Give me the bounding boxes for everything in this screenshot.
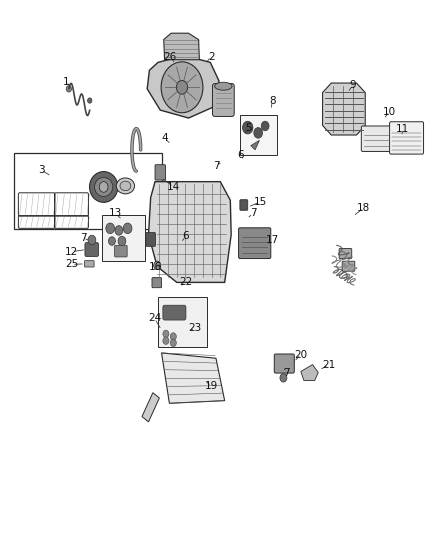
FancyBboxPatch shape bbox=[342, 261, 355, 271]
Text: 22: 22 bbox=[179, 277, 193, 287]
FancyBboxPatch shape bbox=[240, 200, 248, 211]
FancyBboxPatch shape bbox=[85, 243, 99, 256]
Circle shape bbox=[123, 223, 132, 233]
Polygon shape bbox=[251, 140, 259, 150]
Polygon shape bbox=[148, 182, 231, 282]
Text: 8: 8 bbox=[269, 96, 276, 106]
Circle shape bbox=[88, 235, 96, 245]
Text: 9: 9 bbox=[350, 80, 357, 90]
Text: 7: 7 bbox=[80, 233, 87, 243]
FancyBboxPatch shape bbox=[115, 245, 127, 257]
Text: 1: 1 bbox=[63, 77, 69, 87]
FancyBboxPatch shape bbox=[240, 115, 277, 155]
Text: 16: 16 bbox=[149, 262, 162, 271]
Ellipse shape bbox=[120, 181, 131, 191]
Ellipse shape bbox=[89, 172, 118, 203]
FancyBboxPatch shape bbox=[274, 354, 294, 373]
FancyBboxPatch shape bbox=[146, 232, 155, 246]
Text: 17: 17 bbox=[265, 235, 279, 245]
FancyBboxPatch shape bbox=[239, 228, 271, 259]
Text: 10: 10 bbox=[383, 107, 396, 117]
Text: 4: 4 bbox=[161, 133, 168, 143]
Polygon shape bbox=[147, 55, 219, 118]
Text: 3: 3 bbox=[38, 165, 45, 175]
Text: 5: 5 bbox=[245, 123, 252, 133]
Text: 21: 21 bbox=[322, 360, 336, 370]
Polygon shape bbox=[301, 365, 318, 381]
Text: 7: 7 bbox=[250, 208, 256, 219]
Circle shape bbox=[280, 374, 287, 382]
Circle shape bbox=[161, 62, 203, 113]
Polygon shape bbox=[322, 83, 365, 135]
Polygon shape bbox=[164, 33, 199, 60]
FancyBboxPatch shape bbox=[102, 215, 145, 261]
Circle shape bbox=[88, 98, 92, 103]
Text: 13: 13 bbox=[109, 208, 122, 219]
Circle shape bbox=[106, 223, 115, 233]
Text: 25: 25 bbox=[65, 260, 78, 269]
Text: 24: 24 bbox=[148, 313, 161, 324]
Text: 15: 15 bbox=[254, 197, 267, 207]
FancyBboxPatch shape bbox=[85, 261, 94, 267]
Text: 12: 12 bbox=[65, 247, 78, 257]
FancyBboxPatch shape bbox=[158, 297, 207, 347]
Circle shape bbox=[163, 337, 169, 344]
Ellipse shape bbox=[116, 178, 134, 194]
Circle shape bbox=[170, 333, 177, 340]
Polygon shape bbox=[162, 353, 225, 403]
Text: 7: 7 bbox=[283, 368, 290, 377]
Text: 7: 7 bbox=[213, 161, 220, 171]
FancyBboxPatch shape bbox=[212, 84, 234, 116]
FancyBboxPatch shape bbox=[152, 278, 162, 288]
Polygon shape bbox=[142, 393, 159, 422]
Circle shape bbox=[118, 236, 126, 246]
FancyBboxPatch shape bbox=[361, 126, 391, 151]
Text: 2: 2 bbox=[208, 52, 215, 61]
Circle shape bbox=[170, 339, 177, 346]
Circle shape bbox=[99, 182, 108, 192]
Circle shape bbox=[163, 330, 169, 337]
Circle shape bbox=[109, 237, 116, 245]
Circle shape bbox=[261, 121, 269, 131]
Text: 6: 6 bbox=[237, 150, 244, 160]
FancyBboxPatch shape bbox=[390, 122, 424, 154]
Circle shape bbox=[66, 86, 71, 92]
Ellipse shape bbox=[95, 177, 113, 197]
Text: 11: 11 bbox=[396, 124, 409, 134]
FancyBboxPatch shape bbox=[163, 305, 186, 320]
Text: 14: 14 bbox=[167, 182, 180, 192]
Circle shape bbox=[243, 121, 253, 134]
Text: 19: 19 bbox=[205, 381, 218, 391]
Circle shape bbox=[254, 127, 262, 138]
Ellipse shape bbox=[215, 82, 232, 90]
Text: 20: 20 bbox=[294, 350, 307, 360]
Text: 26: 26 bbox=[164, 52, 177, 61]
FancyBboxPatch shape bbox=[339, 248, 352, 259]
Text: 23: 23 bbox=[188, 323, 201, 333]
Circle shape bbox=[115, 225, 123, 235]
FancyBboxPatch shape bbox=[155, 165, 166, 180]
Circle shape bbox=[177, 80, 187, 94]
Text: 6: 6 bbox=[183, 231, 189, 241]
Circle shape bbox=[154, 261, 161, 270]
Text: 18: 18 bbox=[357, 203, 370, 213]
